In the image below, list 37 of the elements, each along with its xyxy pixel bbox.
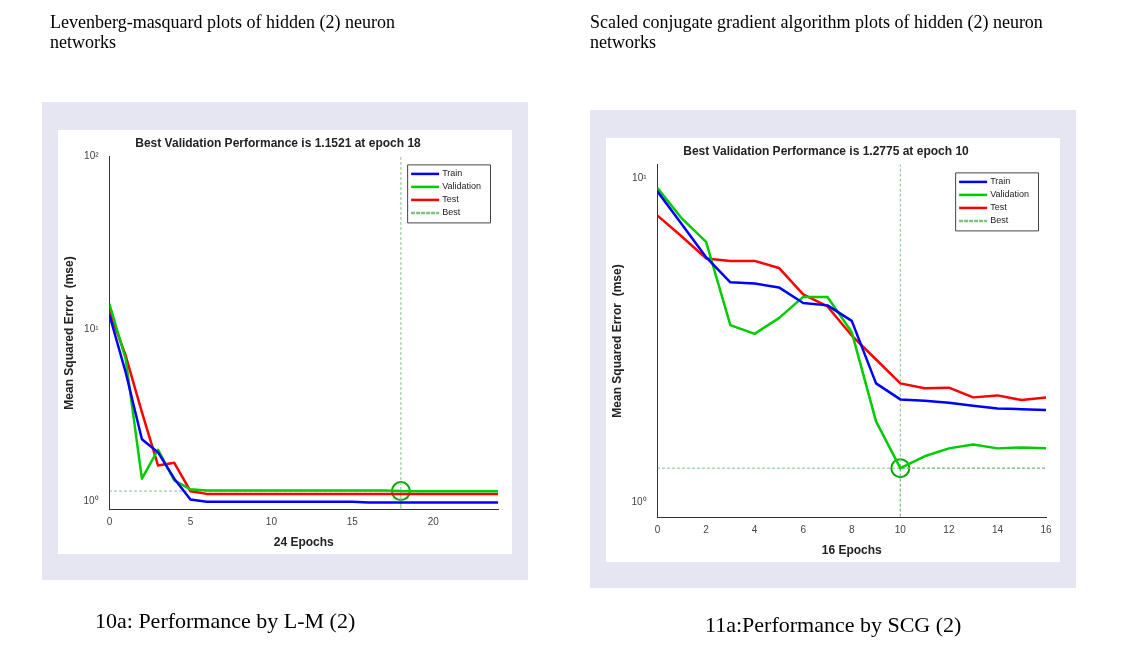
y-tick-label: 10² xyxy=(84,150,100,162)
x-axis-title: 24 Epochs xyxy=(273,535,335,550)
x-tick-label: 2 xyxy=(703,524,710,536)
legend-label: Test xyxy=(990,202,1008,213)
x-axis-title: 16 Epochs xyxy=(821,543,883,558)
x-tick-label: 6 xyxy=(800,524,807,536)
legend-label: Best xyxy=(990,215,1009,226)
x-tick-label: 12 xyxy=(943,524,955,536)
y-tick-label: 10⁰ xyxy=(83,495,99,507)
chart-title: Best Validation Performance is 1.1521 at epoch 18 xyxy=(135,135,422,150)
legend-label: Train xyxy=(990,176,1011,187)
y-tick-label: 10¹ xyxy=(84,322,100,334)
text: Levenberg-masquard plots of hidden (2) neuron networks xyxy=(50,12,397,52)
x-tick-label: 10 xyxy=(894,524,907,536)
legend-label: Validation xyxy=(442,181,482,192)
text: Scaled conjugate gradient algorithm plots of hidden (2) neuron networks xyxy=(590,12,1044,52)
y-axis-title: Mean Squared Error (mse) xyxy=(61,256,76,410)
text: 11a:Performance by SCG (2) xyxy=(705,612,962,638)
chart-title: Best Validation Performance is 1.2775 at epoch 10 xyxy=(683,143,970,158)
x-tick-label: 8 xyxy=(848,524,855,536)
x-tick-label: 5 xyxy=(187,516,194,528)
x-tick-label: 20 xyxy=(427,516,440,528)
legend-label: Validation xyxy=(990,189,1030,200)
text: 10a: Performance by L-M (2) xyxy=(95,608,356,634)
y-axis-title: Mean Squared Error (mse) xyxy=(609,264,624,418)
x-tick-label: 15 xyxy=(346,516,359,528)
x-tick-label: 0 xyxy=(106,516,113,528)
legend-label: Best xyxy=(442,207,461,218)
y-tick-label: 10¹ xyxy=(632,171,648,183)
x-tick-label: 16 xyxy=(1040,524,1052,536)
x-tick-label: 4 xyxy=(751,524,758,536)
legend-label: Train xyxy=(442,168,463,179)
x-tick-label: 0 xyxy=(654,524,661,536)
y-tick-label: 10⁰ xyxy=(631,496,647,508)
x-tick-label: 10 xyxy=(265,516,278,528)
x-tick-label: 14 xyxy=(991,524,1004,536)
legend-label: Test xyxy=(442,194,460,205)
